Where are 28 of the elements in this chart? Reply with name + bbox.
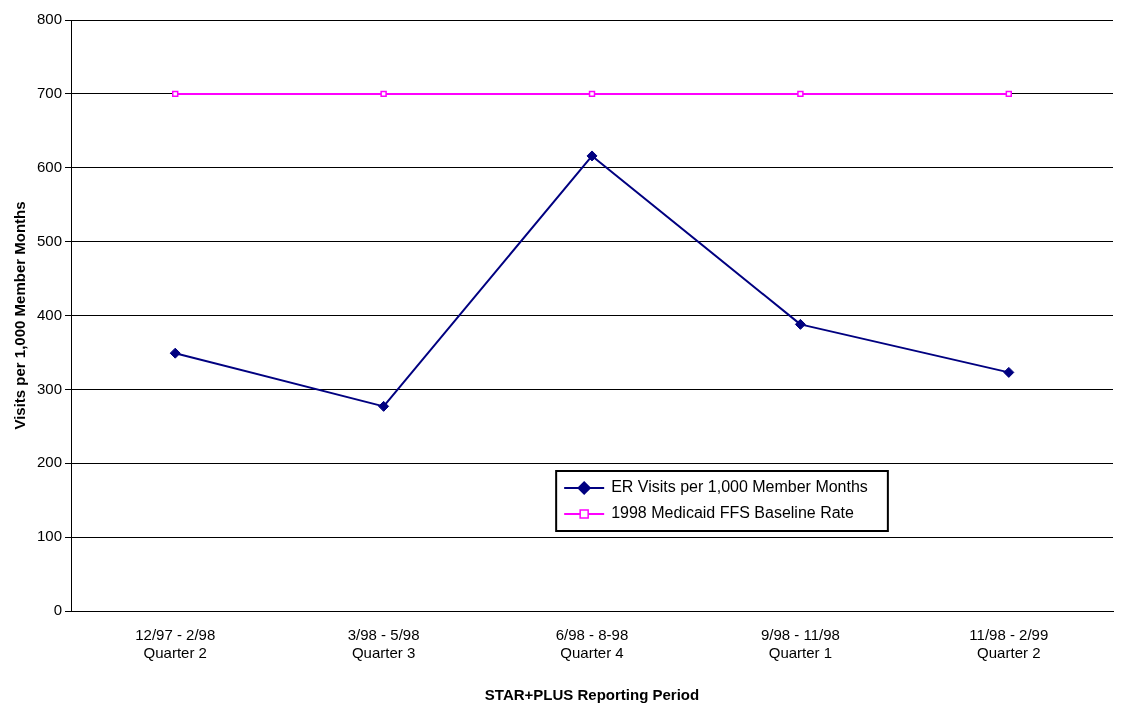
y-tick-label: 700 bbox=[37, 84, 63, 102]
y-tick-label: 300 bbox=[37, 379, 63, 397]
point bbox=[378, 400, 390, 412]
y-tick-label: 500 bbox=[37, 231, 63, 249]
y-tick-label: 200 bbox=[37, 453, 63, 471]
legend-label: ER Visits per 1,000 Member Months bbox=[611, 478, 868, 496]
x-axis-title: STAR+PLUS Reporting Period bbox=[484, 686, 700, 704]
point bbox=[794, 318, 806, 330]
point bbox=[797, 90, 804, 98]
point bbox=[172, 90, 179, 98]
legend-label: 1998 Medicaid FFS Baseline Rate bbox=[611, 504, 855, 522]
point bbox=[1005, 90, 1013, 98]
y-tick-label: 800 bbox=[37, 10, 63, 28]
y-tick-label: 600 bbox=[37, 157, 63, 175]
y-tick-label: 400 bbox=[37, 305, 63, 323]
x-tick-label: 12/97 - 2/98 Quarter 2 bbox=[135, 626, 216, 662]
x-tick-label: 11/98 - 2/99 Quarter 2 bbox=[969, 626, 1049, 662]
point bbox=[588, 90, 596, 98]
point bbox=[169, 347, 181, 359]
x-tick-label: 6/98 - 8-98 Quarter 4 bbox=[555, 626, 629, 662]
x-tick-label: 9/98 - 11/98 Quarter 1 bbox=[760, 626, 840, 662]
x-tick-label: 3/98 - 5/98 Quarter 3 bbox=[347, 626, 420, 662]
y-tick-label: 100 bbox=[37, 527, 63, 545]
point bbox=[586, 150, 598, 162]
y-tick-label: 0 bbox=[53, 601, 63, 619]
point bbox=[1003, 366, 1015, 378]
y-axis-title: Visits per 1,000 Member Months bbox=[11, 201, 29, 430]
point bbox=[380, 90, 387, 98]
